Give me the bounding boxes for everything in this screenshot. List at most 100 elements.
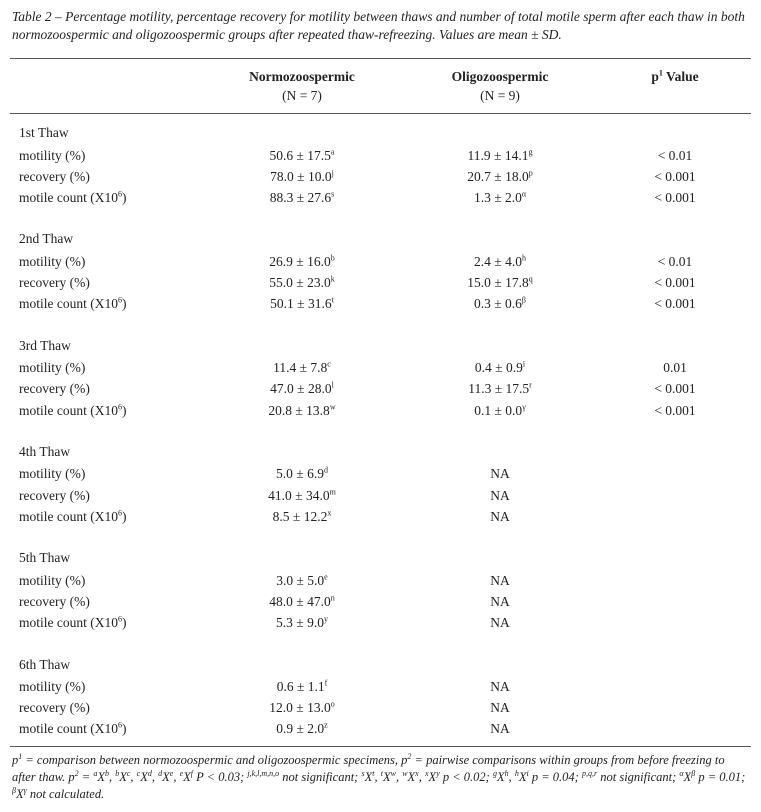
text: )	[121, 508, 127, 524]
superscript: z	[324, 720, 328, 730]
text: 12.0 ± 13.0	[269, 700, 331, 716]
text: NA	[490, 593, 510, 609]
text: 0.1 ± 0.0	[474, 402, 523, 418]
text: = comparison between normozoospermic and…	[22, 753, 408, 767]
cell: < 0.001	[654, 190, 695, 206]
superscript: w	[402, 768, 408, 778]
text: 26.9 ± 16.0	[269, 253, 331, 269]
group-title: 4th Thaw	[19, 443, 71, 459]
text: motile count (X10	[19, 615, 118, 631]
text: p	[12, 753, 19, 767]
row-label: motile count (X106)	[19, 296, 126, 312]
superscript: 6	[117, 614, 122, 624]
cell: < 0.001	[654, 296, 695, 312]
text: NA	[490, 487, 510, 503]
superscript: a	[330, 147, 335, 156]
rule	[10, 746, 751, 747]
superscript: d	[147, 768, 152, 778]
superscript: 2	[74, 768, 79, 778]
superscript: 1	[18, 751, 23, 761]
superscript: x	[327, 508, 332, 518]
text: 11.4 ± 7.8	[273, 360, 328, 376]
text: Value	[662, 69, 699, 84]
row-label: motility (%)	[19, 679, 85, 695]
superscript: x	[415, 768, 419, 778]
cell: < 0.001	[654, 275, 695, 291]
group-title: 3rd Thaw	[19, 337, 71, 353]
text: X	[496, 770, 505, 784]
superscript: o	[330, 699, 335, 709]
superscript: i	[522, 359, 526, 369]
cell: NA	[490, 700, 510, 716]
superscript: j	[331, 168, 334, 178]
text: X	[683, 770, 692, 784]
superscript: γ	[522, 402, 526, 411]
superscript: b	[330, 253, 335, 263]
cell: 11.3 ± 17.5r	[468, 381, 532, 397]
superscript: 6	[117, 189, 122, 199]
text: p = 0.01;	[695, 770, 746, 784]
superscript: p	[528, 168, 533, 178]
column-title: p1 Value	[651, 69, 698, 85]
superscript: h	[514, 768, 519, 778]
text: 3.0 ± 5.0	[276, 572, 325, 588]
text: 20.8 ± 13.8	[268, 402, 330, 418]
cell: NA	[490, 466, 510, 482]
text: p < 0.02;	[439, 770, 493, 784]
cell: 78.0 ± 10.0j	[270, 169, 334, 185]
superscript: f	[190, 768, 193, 778]
cell: 15.0 ± 17.8q	[467, 275, 532, 291]
text: ,	[108, 770, 116, 784]
superscript: β	[12, 785, 16, 795]
cell: 26.9 ± 16.0b	[269, 254, 334, 270]
superscript: y	[436, 768, 440, 778]
text: 0.3 ± 0.6	[474, 296, 522, 312]
text: NA	[490, 679, 510, 694]
superscript: α	[679, 768, 684, 778]
text: 20.7 ± 18.0	[467, 168, 529, 184]
text: ,	[508, 770, 515, 784]
cell: 0.9 ± 2.0z	[276, 721, 327, 737]
text: 78.0 ± 10.0	[270, 168, 332, 184]
text: p = 0.04;	[528, 770, 582, 784]
superscript: h	[504, 768, 509, 778]
text: 88.3 ± 27.6	[269, 189, 332, 205]
text: NA	[490, 572, 510, 588]
superscript: a	[93, 768, 98, 778]
superscript: t	[331, 295, 334, 305]
cell: 41.0 ± 34.0m	[268, 488, 336, 504]
cell: NA	[490, 721, 510, 737]
text: ,	[173, 770, 180, 784]
superscript: e	[179, 768, 184, 778]
cell: < 0.01	[658, 254, 693, 270]
text: ,	[418, 770, 425, 784]
superscript: w	[329, 402, 336, 411]
text: recovery (%)	[19, 381, 90, 397]
superscript: 1	[658, 68, 663, 78]
superscript: c	[136, 768, 141, 778]
text: 0.01	[663, 360, 687, 376]
text: motile count (X10	[19, 296, 118, 312]
text: < 0.01	[657, 147, 693, 163]
cell: 5.3 ± 9.0y	[276, 615, 328, 631]
text: motility (%)	[19, 466, 86, 482]
cell: 11.9 ± 14.1g	[468, 148, 533, 164]
superscript: f	[324, 678, 328, 688]
text: X	[382, 770, 391, 784]
superscript: i	[526, 768, 529, 778]
text: < 0.001	[654, 381, 696, 397]
text: 8.5 ± 12.2	[272, 508, 328, 524]
text: recovery (%)	[19, 487, 90, 503]
text: 50.1 ± 31.6	[270, 296, 332, 312]
text: P < 0.03;	[193, 770, 248, 784]
text: 47.0 ± 28.0	[270, 381, 332, 397]
group-title: 5th Thaw	[19, 550, 71, 566]
superscript: t	[380, 768, 383, 778]
text: motile count (X10	[19, 508, 118, 524]
text: motile count (X10	[19, 402, 118, 418]
superscript: 2	[407, 751, 412, 761]
row-label: recovery (%)	[19, 700, 90, 716]
group-title: 6th Thaw	[19, 656, 71, 672]
cell: 50.6 ± 17.5a	[270, 148, 335, 164]
superscript: g	[492, 768, 497, 778]
